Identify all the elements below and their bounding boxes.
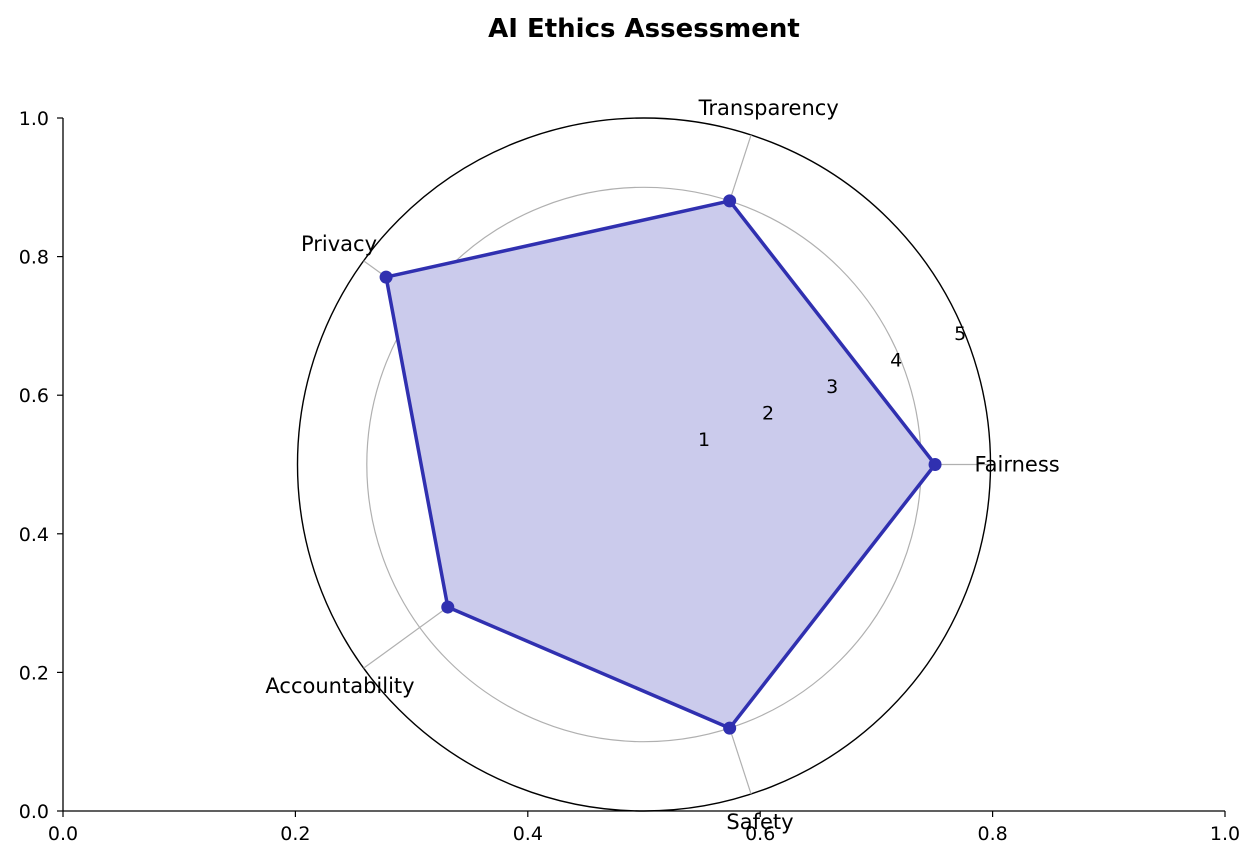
radial-tick-label: 4 <box>890 349 902 371</box>
data-point <box>723 194 737 208</box>
category-label: Accountability <box>265 674 414 698</box>
radial-tick-label: 1 <box>698 429 710 451</box>
y-tick-label: 0.0 <box>19 801 49 823</box>
y-tick-label: 1.0 <box>19 108 49 130</box>
radar-labels: Fairness Transparency Privacy Accountabilit… <box>265 96 1059 834</box>
y-tick-label: 0.8 <box>19 247 49 269</box>
data-point <box>379 270 393 284</box>
x-tick-label: 0.8 <box>977 823 1007 845</box>
category-label: Privacy <box>301 232 377 256</box>
y-tick-label: 0.4 <box>19 524 49 546</box>
category-label: Safety <box>726 810 793 834</box>
y-tick-label: 0.6 <box>19 385 49 407</box>
x-tick-label: 1.0 <box>1210 823 1240 845</box>
data-point <box>441 600 455 614</box>
series-area <box>386 200 936 729</box>
data-point <box>928 458 942 471</box>
x-tick-label: 0.4 <box>513 823 543 845</box>
chart-title: AI Ethics Assessment <box>488 14 800 44</box>
radial-tick-label: 5 <box>954 323 966 345</box>
radial-tick-label: 3 <box>826 376 838 398</box>
x-tick-label: 0.6 <box>745 823 775 845</box>
series-line <box>384 199 937 730</box>
category-label: Fairness <box>975 453 1060 477</box>
radar-series <box>379 194 942 735</box>
y-tick-label: 0.2 <box>19 662 49 684</box>
data-point <box>723 721 737 735</box>
cartesian-axes: 0.0 0.2 0.4 0.6 0.8 1.0 0.0 0.2 0.4 0.6 0.8 1.0 <box>19 108 1240 845</box>
radial-tick-label: 2 <box>762 402 774 424</box>
x-tick-label: 0.2 <box>280 823 310 845</box>
category-label: Transparency <box>698 96 839 120</box>
x-tick-label: 0.0 <box>48 823 78 845</box>
